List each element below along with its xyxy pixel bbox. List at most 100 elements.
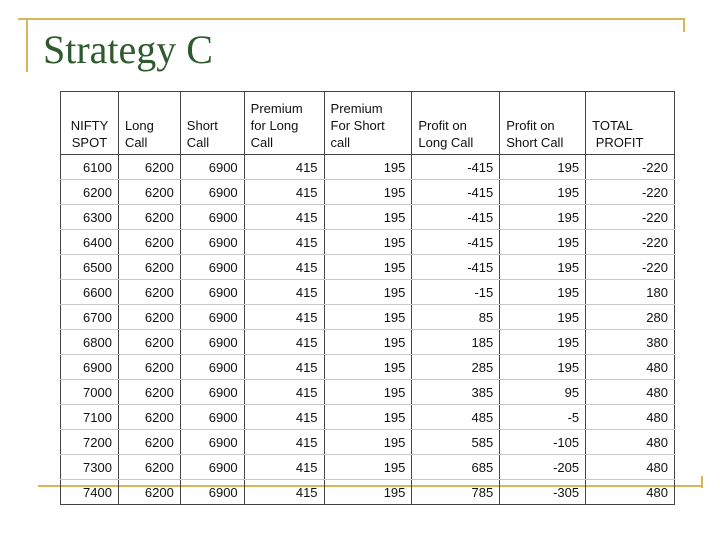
table-cell: 6900 bbox=[179, 229, 245, 255]
table-cell: 195 bbox=[499, 179, 587, 205]
column-header-line: Long bbox=[124, 118, 154, 133]
table-cell: 6900 bbox=[179, 379, 245, 405]
table-cell: -220 bbox=[585, 254, 675, 280]
table-cell: -305 bbox=[499, 479, 587, 505]
table-row: 6100 6200 6900 415 195 -415 195 -220 bbox=[60, 154, 675, 180]
table-cell: 785 bbox=[411, 479, 501, 505]
table-cell: 6100 bbox=[60, 154, 119, 180]
table-cell: 185 bbox=[411, 329, 501, 355]
table-cell: 480 bbox=[585, 354, 675, 380]
table-row: 6700 6200 6900 415 195 85 195 280 bbox=[60, 304, 675, 330]
column-header: NIFTY SPOT bbox=[60, 91, 119, 155]
table-cell: 7400 bbox=[60, 479, 119, 505]
table-cell: 415 bbox=[243, 404, 325, 430]
table-cell: -220 bbox=[585, 204, 675, 230]
table-cell: 195 bbox=[323, 229, 413, 255]
column-header-line: Short bbox=[186, 118, 218, 133]
table-row: 7200 6200 6900 415 195 585 -105 480 bbox=[60, 429, 675, 455]
table-cell: 6900 bbox=[179, 329, 245, 355]
table-cell: 195 bbox=[323, 279, 413, 305]
column-header-line: Call bbox=[186, 135, 210, 150]
table-row: 7100 6200 6900 415 195 485 -5 480 bbox=[60, 404, 675, 430]
table-cell: 195 bbox=[323, 404, 413, 430]
table-cell: 6200 bbox=[117, 179, 181, 205]
table-cell: 415 bbox=[243, 329, 325, 355]
table-cell: 415 bbox=[243, 429, 325, 455]
table-cell: -220 bbox=[585, 229, 675, 255]
table-cell: 6900 bbox=[179, 454, 245, 480]
table-row: 7400 6200 6900 415 195 785 -305 480 bbox=[60, 479, 675, 505]
table-cell: 195 bbox=[499, 204, 587, 230]
table-cell: 6900 bbox=[60, 354, 119, 380]
column-header-line: For Short bbox=[330, 118, 385, 133]
table-cell: 7300 bbox=[60, 454, 119, 480]
table-cell: 95 bbox=[499, 379, 587, 405]
table-cell: 415 bbox=[243, 229, 325, 255]
table-cell: -415 bbox=[411, 254, 501, 280]
table-cell: 415 bbox=[243, 154, 325, 180]
table-cell: 415 bbox=[243, 204, 325, 230]
column-header-line: NIFTY bbox=[70, 118, 109, 133]
table-cell: 195 bbox=[323, 479, 413, 505]
table-cell: 195 bbox=[323, 329, 413, 355]
table-cell: -415 bbox=[411, 154, 501, 180]
table-cell: -220 bbox=[585, 179, 675, 205]
table-cell: 6900 bbox=[179, 429, 245, 455]
table-cell: 7200 bbox=[60, 429, 119, 455]
table-cell: 195 bbox=[499, 354, 587, 380]
table-cell: 480 bbox=[585, 479, 675, 505]
table-cell: 585 bbox=[411, 429, 501, 455]
column-header-line: for Long bbox=[250, 118, 299, 133]
table-cell: 195 bbox=[323, 379, 413, 405]
table-row: 6200 6200 6900 415 195 -415 195 -220 bbox=[60, 179, 675, 205]
table-cell: 195 bbox=[499, 304, 587, 330]
table-row: 6800 6200 6900 415 195 185 195 380 bbox=[60, 329, 675, 355]
table-cell: 195 bbox=[323, 454, 413, 480]
table-cell: 285 bbox=[411, 354, 501, 380]
column-header-line: TOTAL bbox=[592, 118, 633, 133]
table-cell: 6900 bbox=[179, 354, 245, 380]
column-header-line: SPOT bbox=[71, 135, 108, 150]
table-cell: -205 bbox=[499, 454, 587, 480]
table-cell: 415 bbox=[243, 304, 325, 330]
table-row: 6600 6200 6900 415 195 -15 195 180 bbox=[60, 279, 675, 305]
table-cell: 415 bbox=[243, 379, 325, 405]
accent-top-line bbox=[18, 18, 683, 20]
table-cell: 6600 bbox=[60, 279, 119, 305]
table-cell: 480 bbox=[585, 379, 675, 405]
table-cell: 6300 bbox=[60, 204, 119, 230]
table-cell: 6900 bbox=[179, 479, 245, 505]
table-cell: 385 bbox=[411, 379, 501, 405]
table-cell: 6200 bbox=[117, 379, 181, 405]
table-cell: 6200 bbox=[117, 404, 181, 430]
column-header: Profit on Long Call bbox=[411, 91, 501, 155]
table-cell: 85 bbox=[411, 304, 501, 330]
table-cell: 195 bbox=[323, 204, 413, 230]
table-row: 6400 6200 6900 415 195 -415 195 -220 bbox=[60, 229, 675, 255]
column-header-line: Profit on bbox=[418, 118, 467, 133]
slide-title: Strategy C bbox=[43, 27, 213, 72]
column-header-line: Call bbox=[250, 135, 274, 150]
table-cell: 195 bbox=[323, 179, 413, 205]
table-cell: 480 bbox=[585, 404, 675, 430]
accent-vertical-line bbox=[26, 18, 28, 72]
column-header: Short Call bbox=[179, 91, 245, 155]
table-cell: 195 bbox=[499, 154, 587, 180]
table-cell: 6200 bbox=[117, 304, 181, 330]
column-header-line: Premium bbox=[250, 101, 303, 116]
table-cell: -5 bbox=[499, 404, 587, 430]
table-cell: 415 bbox=[243, 454, 325, 480]
table-row: 6900 6200 6900 415 195 285 195 480 bbox=[60, 354, 675, 380]
table-cell: 6200 bbox=[60, 179, 119, 205]
column-header-line: Short Call bbox=[506, 135, 564, 150]
table-cell: 195 bbox=[499, 329, 587, 355]
table-cell: 380 bbox=[585, 329, 675, 355]
table-cell: -105 bbox=[499, 429, 587, 455]
table-cell: 7000 bbox=[60, 379, 119, 405]
table-cell: 6200 bbox=[117, 479, 181, 505]
column-header-line: Call bbox=[124, 135, 148, 150]
column-header: Premium For Short call bbox=[323, 91, 413, 155]
table-cell: 6200 bbox=[117, 429, 181, 455]
table-cell: 195 bbox=[323, 354, 413, 380]
column-header-line: Long Call bbox=[418, 135, 474, 150]
